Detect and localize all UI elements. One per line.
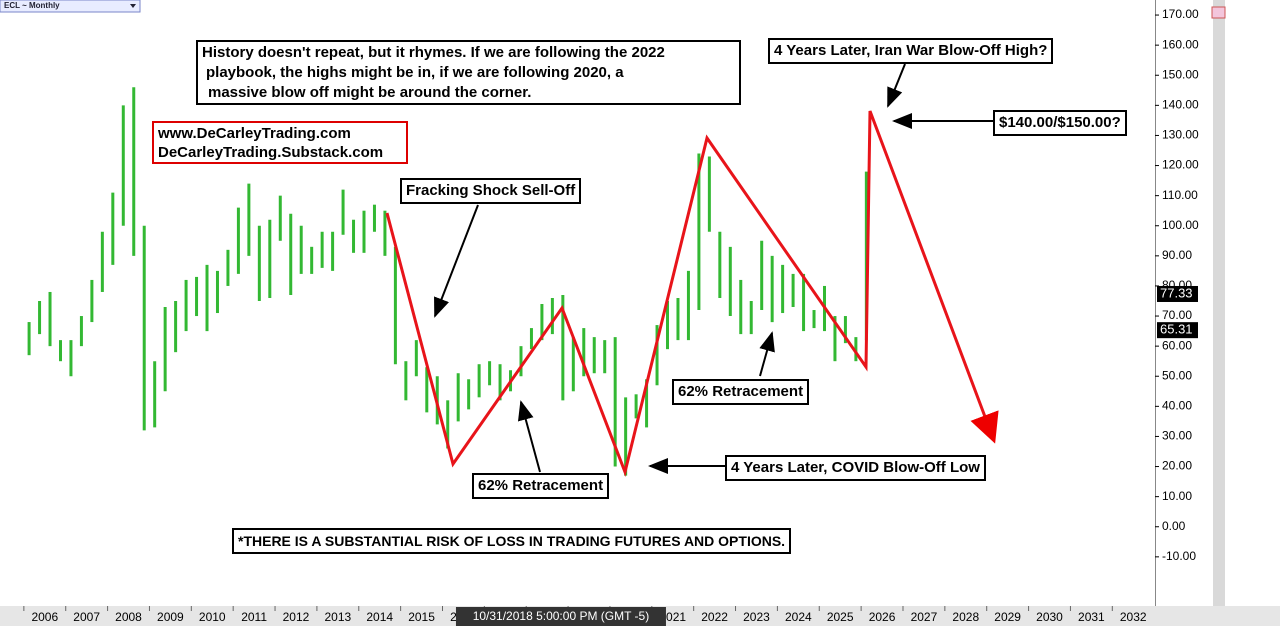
callout: Fracking Shock Sell-Off xyxy=(400,178,582,204)
x-tick-label: 2032 xyxy=(1120,610,1147,624)
projection-line xyxy=(385,110,999,478)
history-line: massive blow off might be around the cor… xyxy=(208,84,532,101)
callout: 62% Retracement xyxy=(472,473,610,499)
history-note: History doesn't repeat, but it rhymes. I… xyxy=(196,40,741,105)
x-tick-label: 2023 xyxy=(743,610,770,624)
x-tick-label: 2030 xyxy=(1036,610,1063,624)
url-line: www.DeCarleyTrading.com xyxy=(158,125,351,142)
cursor-box xyxy=(455,607,666,626)
callout: 4 Years Later, Iran War Blow-Off High? xyxy=(768,38,1054,64)
history-line: playbook, the highs might be in, if we a… xyxy=(206,64,624,81)
arrows xyxy=(434,63,993,474)
dropdown-arrow[interactable] xyxy=(130,4,136,8)
callout: 4 Years Later, COVID Blow-Off Low xyxy=(725,455,986,481)
x-tick-label: 2031 xyxy=(1078,610,1105,624)
x-tick-label: 2022 xyxy=(701,610,728,624)
y-tick-label: 100.00 xyxy=(1162,218,1199,232)
y-tick-label: 170.00 xyxy=(1162,7,1199,21)
callout: $140.00/$150.00? xyxy=(993,110,1127,136)
x-tick-label: 2012 xyxy=(283,610,310,624)
x-tick-label: 2029 xyxy=(994,610,1021,624)
price-marker-label: 65.31 xyxy=(1160,322,1193,337)
x-tick-label: 2013 xyxy=(324,610,351,624)
y-tick-label: 60.00 xyxy=(1162,338,1192,352)
y-tick-label: 20.00 xyxy=(1162,459,1192,473)
y-tick-label: 10.00 xyxy=(1162,489,1192,503)
x-tick-label: 2028 xyxy=(952,610,979,624)
price-marker-label: 77.33 xyxy=(1160,285,1193,300)
x-tick-label: 2021 xyxy=(659,610,686,624)
x-tick-label: 2011 xyxy=(241,610,267,624)
y-tick-label: 0.00 xyxy=(1162,519,1186,533)
x-tick-label: 2009 xyxy=(157,610,184,624)
x-tick-label: 2007 xyxy=(73,610,100,624)
y-tick-label: 110.00 xyxy=(1162,188,1198,202)
cursor-label: 10/31/2018 5:00:00 PM (GMT -5) xyxy=(473,609,650,623)
y-tick-label: 130.00 xyxy=(1162,128,1199,142)
y-tick-label: 30.00 xyxy=(1162,429,1192,443)
url-note: www.DeCarleyTrading.com DeCarleyTrading.… xyxy=(152,121,408,164)
x-tick-label: 2006 xyxy=(31,610,58,624)
y-tick-label: 140.00 xyxy=(1162,98,1199,112)
disclaimer: *THERE IS A SUBSTANTIAL RISK OF LOSS IN … xyxy=(232,528,792,554)
x-tick-label: 2010 xyxy=(199,610,226,624)
scrollbar[interactable] xyxy=(1213,0,1225,606)
instrument-label: ECL ~ Monthly xyxy=(4,1,60,10)
url-line: DeCarleyTrading.Substack.com xyxy=(158,144,384,161)
y-tick-label: 160.00 xyxy=(1162,37,1199,51)
x-tick-label: 2025 xyxy=(827,610,854,624)
x-tick-label: 2027 xyxy=(911,610,938,624)
y-tick-label: -10.00 xyxy=(1162,549,1196,563)
price-marker xyxy=(1157,285,1198,302)
y-tick-label: 90.00 xyxy=(1162,248,1192,262)
instrument-selector[interactable] xyxy=(0,0,141,13)
y-tick-label: 150.00 xyxy=(1162,67,1199,81)
x-tick-label: 2008 xyxy=(115,610,142,624)
y-tick-label: 70.00 xyxy=(1162,308,1192,322)
y-tick-label: 50.00 xyxy=(1162,368,1192,382)
x-tick-label: 2026 xyxy=(869,610,896,624)
x-tick-label: 2014 xyxy=(366,610,393,624)
history-line: History doesn't repeat, but it rhymes. I… xyxy=(202,44,665,61)
y-tick-label: 40.00 xyxy=(1162,399,1192,413)
price-marker xyxy=(1157,322,1198,339)
toolbar-button[interactable] xyxy=(1211,6,1226,19)
x-tick-label: 2015 xyxy=(408,610,435,624)
callout: 62% Retracement xyxy=(672,379,810,405)
x-tick-label: 2024 xyxy=(785,610,812,624)
y-tick-label: 120.00 xyxy=(1162,158,1199,172)
